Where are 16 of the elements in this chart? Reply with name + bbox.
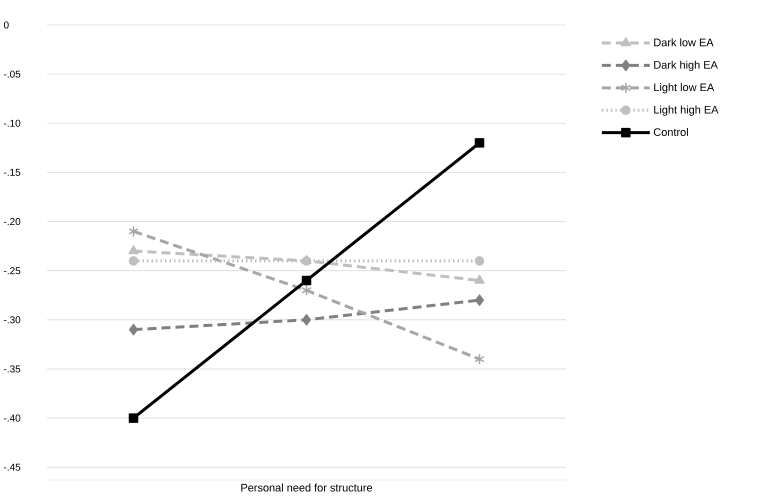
legend-label: Light low EA <box>654 83 714 94</box>
y-tick-label: -.45 <box>4 464 20 471</box>
y-tick-label: -.35 <box>4 365 20 372</box>
y-tick-label: -.10 <box>4 120 20 127</box>
legend-label: Dark low EA <box>654 38 714 46</box>
y-tick-label: -.40 <box>4 414 20 422</box>
legend-label: Dark high EA <box>654 60 718 71</box>
y-tick-label: 0 <box>4 21 9 29</box>
y-tick-label: -.30 <box>4 316 20 324</box>
y-tick-label: -.25 <box>4 267 20 274</box>
y-tick-label: -.05 <box>4 70 20 78</box>
legend-label: Control <box>654 128 688 136</box>
legend-label: Light high EA <box>654 106 718 116</box>
y-tick-label: -.20 <box>4 218 20 226</box>
y-tick-label: -.15 <box>4 168 20 176</box>
x-axis-title: Personal need for structure <box>241 484 372 492</box>
